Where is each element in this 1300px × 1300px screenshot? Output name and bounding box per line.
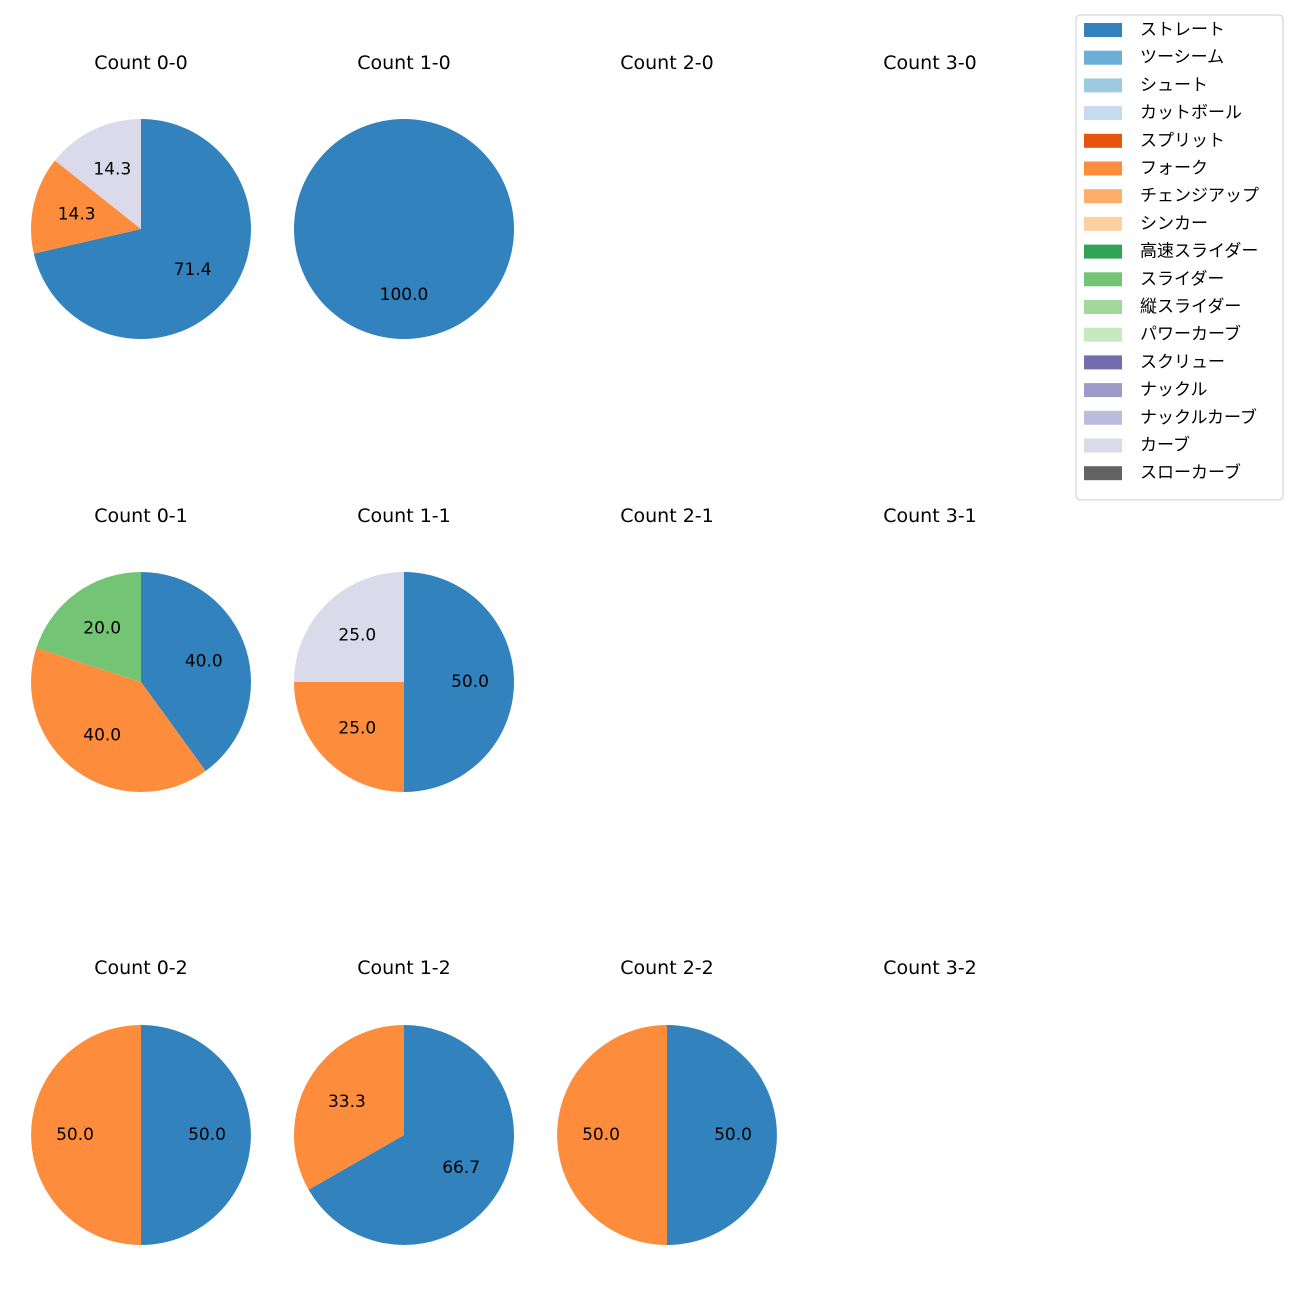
- legend-swatch: [1084, 272, 1122, 287]
- legend-swatch: [1084, 355, 1122, 370]
- pie-title: Count 3-0: [883, 52, 977, 74]
- pie-slice: [36, 572, 141, 682]
- slice-label: 71.4: [174, 260, 212, 280]
- legend-swatch: [1084, 189, 1122, 204]
- slice-label: 50.0: [188, 1125, 226, 1145]
- legend-swatch: [1084, 23, 1122, 37]
- legend-swatch: [1084, 244, 1122, 259]
- pie-title: Count 3-2: [883, 957, 977, 979]
- pie-slice: [31, 1025, 141, 1245]
- legend-label: スクリュー: [1140, 352, 1225, 372]
- pie-title: Count 2-0: [620, 52, 714, 74]
- pie-panel: Count 2-2 50.0 50.0: [557, 957, 777, 1245]
- slice-label: 20.0: [83, 619, 121, 639]
- legend-label: パワーカーブ: [1140, 324, 1241, 345]
- legend-swatch: [1084, 383, 1122, 398]
- pie-slice: [30, 648, 206, 793]
- pie-title: Count 1-0: [357, 52, 451, 74]
- legend-label: ナックル: [1140, 380, 1208, 400]
- slice-label: 50.0: [56, 1125, 94, 1145]
- legend-swatch: [1084, 327, 1122, 342]
- slice-label: 33.3: [328, 1092, 366, 1112]
- legend-label: フォーク: [1140, 159, 1208, 179]
- legend-swatch: [1084, 438, 1122, 453]
- pie-title: Count 1-1: [357, 505, 451, 527]
- legend-label: シンカー: [1140, 214, 1208, 234]
- slice-label: 14.3: [93, 160, 131, 180]
- legend-label: ストレート: [1140, 20, 1225, 40]
- pie-slice: [667, 1025, 777, 1245]
- legend-swatch: [1084, 161, 1122, 176]
- pie-slice: [293, 1025, 404, 1190]
- pie-slice: [141, 572, 252, 771]
- slice-label: 50.0: [582, 1125, 620, 1145]
- pie-title: Count 1-2: [357, 957, 451, 979]
- pie-panel: Count 1-2 66.7 33.3: [293, 957, 514, 1245]
- slice-label: 25.0: [338, 719, 376, 739]
- pie-slice: [404, 572, 514, 792]
- pie-title: Count 0-2: [94, 957, 188, 979]
- legend-swatch: [1084, 300, 1122, 314]
- pie-slice: [33, 119, 251, 339]
- legend-label: ツーシーム: [1140, 48, 1224, 68]
- legend-swatch: [1084, 50, 1122, 65]
- pie-slice: [294, 682, 404, 792]
- pie-panel: Count 0-0 71.4 14.3 14.3: [30, 52, 251, 339]
- legend-swatch: [1084, 216, 1122, 231]
- pie-panel: Count 2-0: [620, 52, 714, 74]
- pie-title: Count 2-1: [620, 505, 714, 527]
- legend-label: ナックルカーブ: [1140, 407, 1257, 428]
- pie-panel: Count 1-0 100.0: [294, 52, 514, 339]
- pie-panel: Count 1-1 50.0 25.0 25.0: [294, 505, 514, 792]
- pie-title: Count 0-1: [94, 505, 188, 527]
- legend-label: シュート: [1140, 75, 1208, 95]
- slice-label: 40.0: [185, 652, 223, 672]
- slice-label: 100.0: [380, 285, 429, 305]
- pie-slice: [294, 572, 404, 682]
- legend: ストレートツーシームシュートカットボールスプリットフォークチェンジアップシンカー…: [1075, 14, 1284, 501]
- legend-swatch: [1084, 466, 1122, 481]
- pie-title: Count 0-0: [94, 52, 188, 74]
- pie-slice: [30, 160, 142, 254]
- legend-swatch: [1084, 78, 1122, 93]
- pie-panel: Count 3-2: [883, 957, 977, 979]
- legend-label: スライダー: [1140, 269, 1224, 289]
- slice-label: 66.7: [442, 1158, 480, 1178]
- pie-title: Count 2-2: [620, 957, 714, 979]
- slice-label: 50.0: [451, 672, 489, 692]
- slice-label: 25.0: [338, 625, 376, 645]
- legend-label: カーブ: [1140, 435, 1190, 456]
- slice-label: 40.0: [83, 725, 121, 745]
- pie-panel: Count 0-2 50.0 50.0: [31, 957, 251, 1245]
- legend-label: チェンジアップ: [1140, 186, 1259, 206]
- pie-slice: [141, 1025, 251, 1245]
- slice-label: 50.0: [714, 1125, 752, 1145]
- pie-panel: Count 3-0: [883, 52, 977, 74]
- legend-frame: [1075, 14, 1284, 501]
- legend-swatch: [1084, 133, 1122, 148]
- pie-title: Count 3-1: [883, 505, 977, 527]
- legend-label: スローカーブ: [1140, 462, 1241, 483]
- pie-panel: Count 2-1: [620, 505, 714, 527]
- pie-panel: Count 0-1 40.0 40.0 20.0: [30, 505, 252, 793]
- pie-slice: [308, 1025, 514, 1245]
- pie-panel: Count 3-1: [883, 505, 977, 527]
- slice-label: 14.3: [58, 204, 96, 224]
- pie-slice: [294, 119, 514, 339]
- legend-label: スプリット: [1140, 131, 1225, 151]
- legend-label: 縦スライダー: [1140, 297, 1241, 317]
- legend-label: カットボール: [1140, 103, 1242, 123]
- pie-slice: [54, 118, 141, 229]
- legend-label: 高速スライダー: [1140, 242, 1258, 262]
- pie-slice: [557, 1025, 667, 1245]
- legend-swatch: [1084, 410, 1122, 425]
- legend-swatch: [1084, 106, 1122, 121]
